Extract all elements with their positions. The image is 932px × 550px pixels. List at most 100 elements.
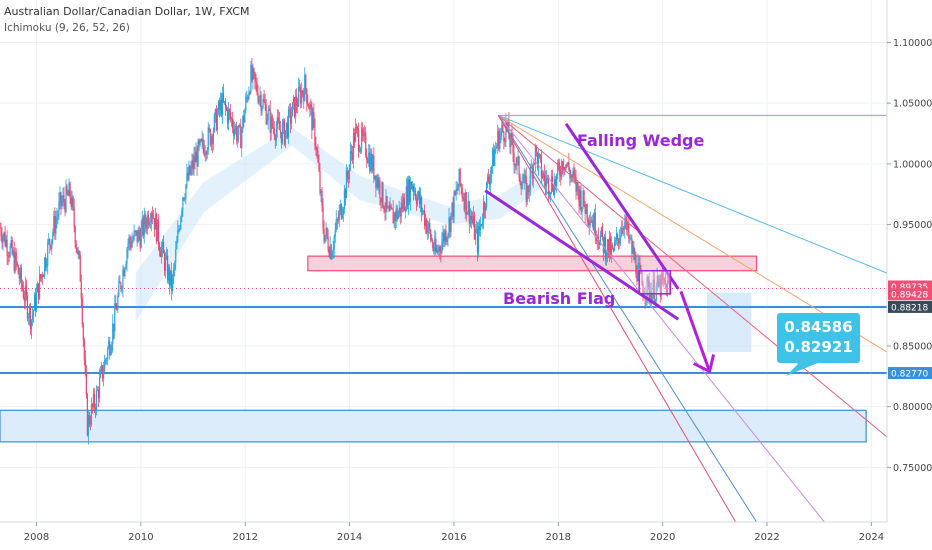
candle-body — [160, 248, 163, 257]
candle-body — [43, 275, 45, 278]
candle-body — [650, 291, 652, 303]
candle-body — [456, 189, 458, 191]
candle-body — [143, 214, 145, 236]
candle-body — [266, 120, 268, 124]
candle-body — [187, 173, 189, 180]
falling-wedge-label: Falling Wedge — [577, 131, 705, 150]
chart-title: Australian Dollar/Canadian Dollar, 1W, F… — [4, 5, 250, 18]
candle-body — [21, 283, 23, 289]
candle-body — [459, 168, 461, 185]
candle-body — [467, 201, 469, 213]
candle-body — [573, 171, 575, 176]
candle-body — [410, 182, 413, 190]
candle-body — [626, 217, 628, 231]
candle-body — [484, 207, 487, 211]
candle-body — [567, 162, 569, 166]
candle-body — [263, 98, 265, 102]
candle-body — [257, 93, 259, 103]
candle-body — [632, 246, 634, 254]
candle-body — [463, 199, 465, 211]
candle-body — [196, 151, 198, 167]
bearish-flag-label: Bearish Flag — [503, 289, 616, 308]
candle-body — [664, 282, 666, 284]
candle-body — [359, 150, 361, 152]
candle-body — [516, 157, 518, 166]
candle-body — [78, 251, 80, 256]
candle-body — [476, 229, 479, 253]
candle-body — [416, 196, 419, 205]
candle-body — [157, 219, 160, 245]
candle-body — [380, 198, 382, 203]
candle-body — [6, 239, 8, 256]
candle-body — [237, 135, 239, 141]
candle-body — [311, 106, 313, 131]
candle-body — [285, 122, 288, 131]
candle-body — [653, 279, 655, 304]
support-zone — [0, 409, 867, 443]
candle-body — [345, 170, 348, 199]
y-tick-label-2: 1.00000 — [893, 159, 932, 170]
candle-body — [255, 80, 257, 83]
candle-body — [593, 212, 595, 230]
candle-body — [256, 82, 258, 94]
candle-body — [46, 265, 48, 268]
candle-body — [499, 135, 501, 150]
candle-body — [307, 103, 309, 106]
candle-body — [207, 127, 209, 151]
candle-body — [58, 201, 60, 215]
candle-body — [309, 104, 311, 110]
y-tick-label-6: 0.75000 — [893, 463, 932, 474]
candle-body — [403, 197, 405, 211]
projection-drawings — [638, 269, 820, 376]
candle-body — [543, 172, 546, 180]
candle-body — [298, 86, 300, 107]
candle-body — [393, 213, 395, 224]
candle-body — [471, 219, 473, 224]
candle-body — [259, 95, 261, 98]
candle-body — [127, 243, 129, 250]
candle-body — [444, 230, 446, 242]
candle-body — [384, 211, 386, 213]
candle-body — [445, 230, 447, 242]
target-value-1: 0.84586 — [784, 318, 853, 336]
candle-body — [429, 223, 431, 231]
candle-body — [123, 269, 125, 276]
candle-body — [465, 192, 467, 215]
candle-body — [394, 213, 396, 221]
candle-body — [606, 239, 609, 255]
candle-body — [544, 179, 547, 187]
candle-body — [548, 194, 551, 196]
candle-body — [113, 323, 115, 332]
candle-body — [464, 192, 466, 211]
candle-body — [118, 281, 120, 296]
candle-body — [220, 99, 223, 115]
candle-body — [565, 164, 567, 171]
candle-body — [648, 280, 650, 299]
candle-body — [75, 243, 77, 248]
candle-body — [625, 217, 627, 223]
candle-body — [591, 220, 593, 223]
candle-body — [189, 165, 191, 175]
target-callout: 0.84586 0.82921 — [777, 313, 860, 363]
candle-body — [209, 129, 211, 146]
fan-line-4 — [497, 115, 825, 523]
price-label-bg-3 — [888, 367, 932, 380]
candle-body — [454, 191, 456, 195]
candle-body — [549, 192, 552, 195]
candle-body — [628, 223, 630, 239]
candle-body — [333, 236, 335, 250]
candle-body — [324, 234, 326, 242]
candle-body — [319, 170, 321, 194]
candle-body — [372, 155, 374, 171]
candle-body — [35, 292, 38, 311]
candle-body — [439, 246, 441, 251]
candle-body — [631, 238, 633, 254]
candle-body — [377, 177, 379, 188]
candle-body — [15, 252, 17, 263]
falling-wedge-lines — [484, 122, 680, 321]
candle-body — [60, 192, 62, 206]
candle-body — [31, 315, 34, 321]
candle-body — [521, 183, 523, 189]
candle-body — [400, 202, 402, 217]
